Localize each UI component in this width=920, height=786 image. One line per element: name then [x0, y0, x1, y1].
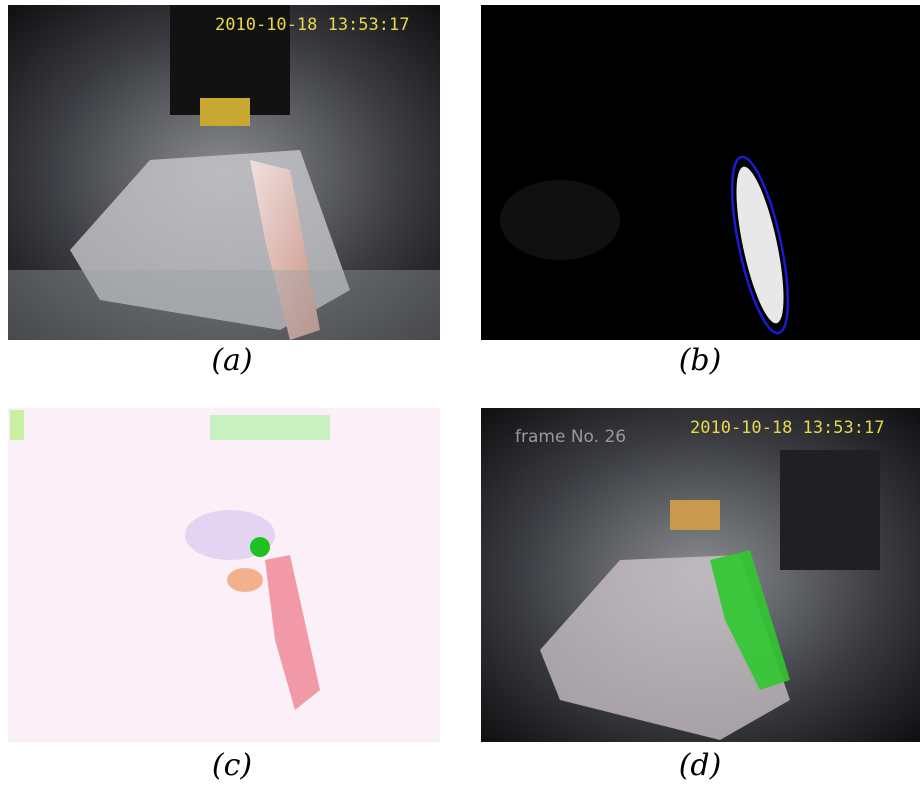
figure: 2010-10-18 13:53:17 (a) (b) (c) frame No…	[0, 0, 920, 786]
frame-number: frame No. 26	[515, 427, 626, 447]
sign	[200, 98, 250, 126]
panel-a: 2010-10-18 13:53:17	[8, 5, 440, 340]
photo	[481, 5, 920, 340]
machine	[780, 450, 880, 570]
timestamp: 2010-10-18 13:53:17	[215, 15, 409, 35]
noise	[500, 180, 620, 260]
caption: (c)	[212, 748, 252, 783]
flow-patch	[250, 537, 270, 557]
flow-patch	[210, 415, 330, 440]
panel-d: frame No. 26 2010-10-18 13:53:17	[481, 408, 920, 742]
panel-b	[481, 5, 920, 340]
caption: (d)	[679, 748, 722, 783]
caption: (b)	[679, 343, 722, 378]
caption: (a)	[211, 343, 252, 378]
timestamp: 2010-10-18 13:53:17	[690, 418, 884, 438]
sign	[670, 500, 720, 530]
photo	[8, 408, 440, 742]
flow-patch	[227, 568, 263, 592]
panel-c	[8, 408, 440, 742]
floor	[8, 270, 440, 340]
flow-patch	[10, 410, 24, 440]
